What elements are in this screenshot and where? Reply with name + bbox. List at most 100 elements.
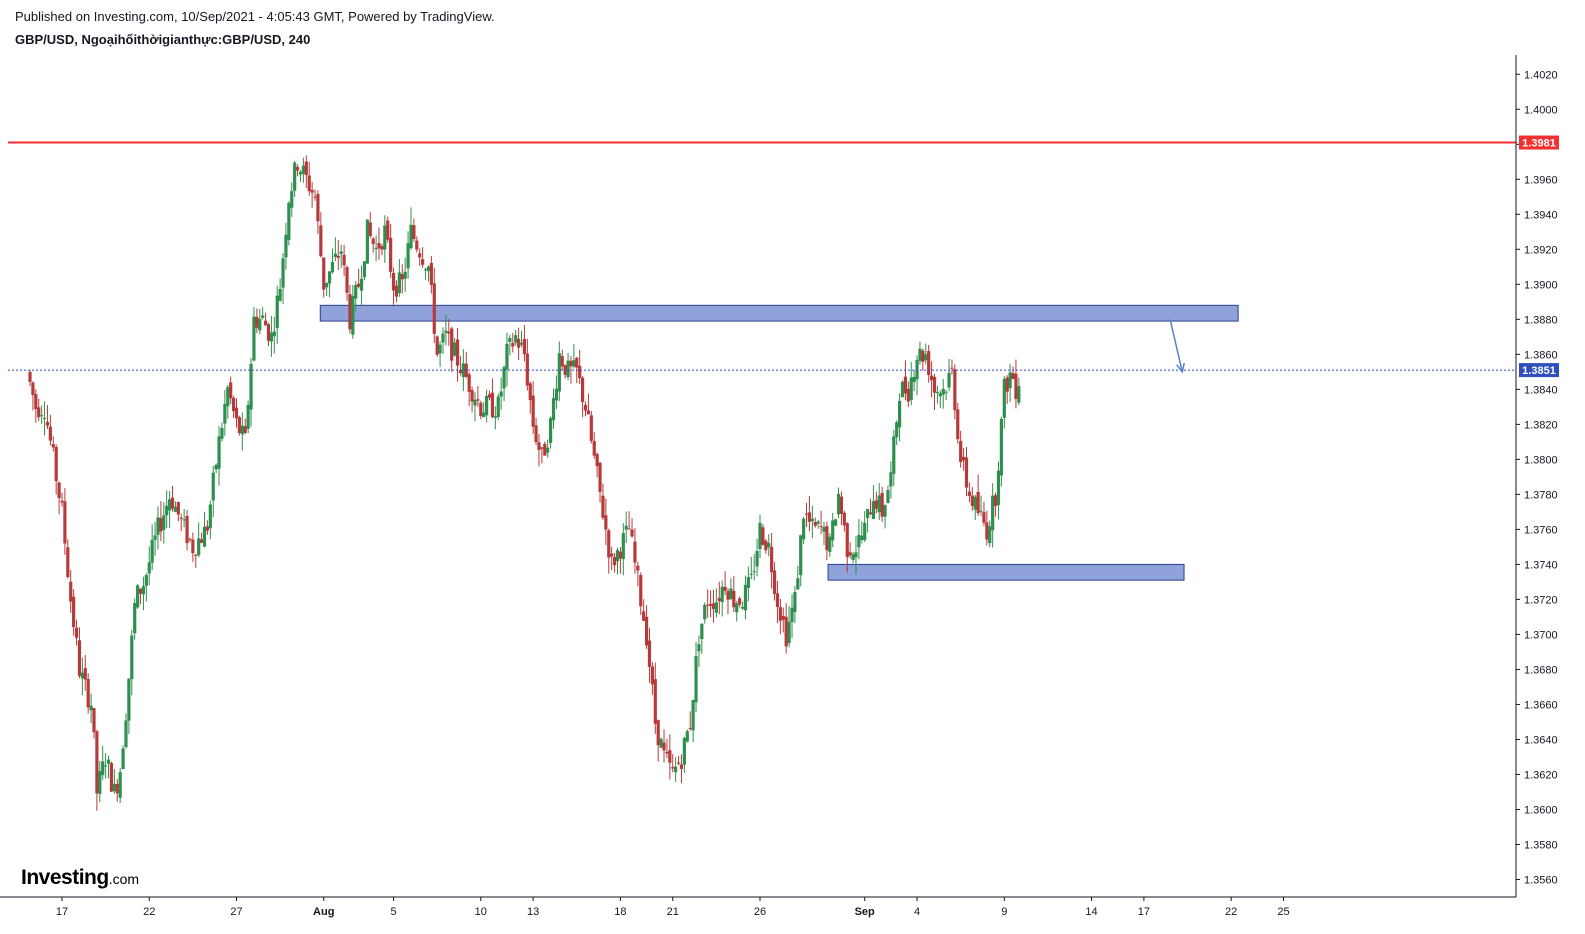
candle-body (959, 440, 963, 462)
candle-body (304, 161, 308, 176)
candle-body (476, 399, 480, 401)
candle-body (857, 535, 861, 548)
candle-body (223, 403, 227, 424)
candle-body (74, 627, 79, 638)
candle-body (839, 496, 844, 514)
candle-body (240, 425, 244, 435)
candle-body (898, 400, 902, 428)
time-tick-label: 17 (1138, 906, 1150, 918)
candle-body (784, 616, 788, 647)
candle-body (237, 417, 242, 434)
candle-body (941, 388, 945, 395)
time-tick-label: 4 (914, 906, 920, 918)
candle-body (895, 422, 899, 438)
time-tick-label: 22 (143, 906, 155, 918)
candle-body (932, 376, 937, 393)
candle-body (191, 539, 195, 554)
candle-body (170, 497, 175, 509)
candle-body (720, 586, 724, 603)
candle-body (272, 331, 276, 337)
candle-body (845, 523, 849, 558)
candle-body (816, 521, 820, 524)
candle-body (479, 402, 483, 417)
candle-body (534, 425, 538, 443)
candle-body (668, 750, 672, 763)
candle-body (386, 220, 390, 240)
candle-body (319, 225, 323, 257)
candle-body (1011, 373, 1015, 379)
candle-body (580, 377, 585, 402)
candle-body (825, 526, 829, 551)
candle-body (854, 552, 858, 558)
candle-body (1017, 386, 1021, 403)
candle-body (717, 597, 721, 601)
candle-body (1014, 373, 1018, 399)
candle-body (150, 539, 154, 563)
candle-body (80, 672, 84, 679)
price-tick-label: 1.3700 (1524, 629, 1558, 641)
candle-body (880, 493, 884, 517)
candle-body (665, 751, 669, 754)
price-tick-label: 1.3800 (1524, 454, 1558, 466)
candle-body (188, 538, 192, 540)
candle-body (45, 421, 50, 426)
current-price-tag-bg (1519, 363, 1559, 378)
price-tick-label: 1.3900 (1524, 279, 1558, 291)
candle-body (970, 495, 974, 506)
logo-main-text: Investing (21, 866, 109, 889)
candle-body (543, 443, 547, 456)
time-tick-label: 27 (230, 906, 242, 918)
candle-body (674, 766, 678, 773)
candle-body (976, 491, 980, 514)
candle-body (473, 399, 477, 406)
time-tick-label: 26 (754, 906, 766, 918)
levels-layer (8, 141, 1516, 371)
price-tick-label: 1.3600 (1524, 804, 1558, 816)
candle-body (173, 506, 178, 512)
published-info: Published on Investing.com, 10/Sep/2021 … (15, 9, 495, 24)
candle-body (790, 607, 794, 623)
candle-body (607, 530, 611, 558)
candle-body (101, 761, 105, 776)
candle-body (700, 623, 704, 640)
candle-body (956, 409, 960, 440)
price-tick-label: 1.3640 (1524, 734, 1558, 746)
candle-body (860, 535, 864, 540)
candle-body (333, 253, 337, 257)
candle-body (95, 731, 99, 794)
candle-body (659, 739, 663, 748)
time-tick-label: Aug (313, 906, 334, 918)
candle-body (72, 596, 76, 628)
candle-body (813, 522, 817, 526)
candle-body (220, 427, 224, 439)
candle-body (77, 640, 82, 676)
candle-body (642, 611, 646, 621)
candle-body (98, 771, 102, 794)
candle-body (397, 272, 401, 294)
candle-body (988, 526, 992, 544)
candle-body (389, 237, 393, 272)
candle-body (979, 510, 983, 512)
time-tick-label: 22 (1225, 906, 1237, 918)
time-tick-label: 17 (56, 906, 68, 918)
candle-body (28, 371, 32, 383)
symbol-title: GBP/USD, Ngoạihốithờigianthực:GBP/USD, 2… (15, 32, 311, 47)
candle-body (770, 546, 774, 573)
price-tick-label: 1.3860 (1524, 349, 1558, 361)
candle-body (682, 737, 686, 765)
candle-body (322, 257, 326, 290)
candle-body (1002, 378, 1006, 418)
candle-body (723, 586, 727, 591)
candle-body (426, 266, 431, 272)
candle-body (133, 603, 137, 634)
candle-body (703, 604, 707, 620)
candle-body (740, 607, 745, 609)
price-tick-label: 1.3560 (1524, 874, 1558, 886)
candle-body (278, 288, 282, 301)
candle-body (159, 518, 163, 532)
candle-body (295, 166, 300, 171)
candle-body (778, 607, 782, 621)
candle-body (136, 585, 140, 608)
price-tick-label: 1.3840 (1524, 384, 1558, 396)
